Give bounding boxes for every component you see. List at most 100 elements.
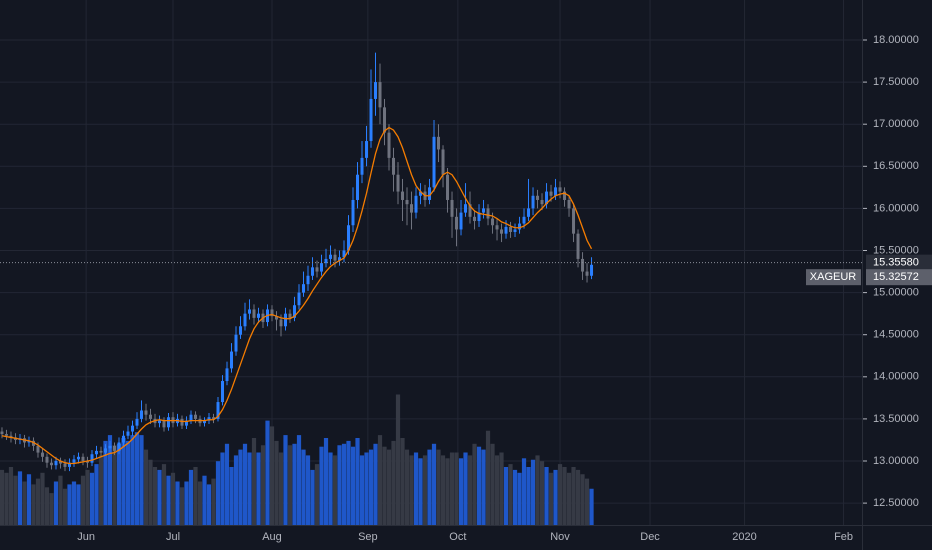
volume-bar [238,449,243,525]
candle-body [148,414,152,419]
volume-bar [404,449,410,525]
candle-body [27,440,31,443]
candle-body [157,420,161,424]
x-tick-label: Jul [166,531,180,543]
volume-bar [53,481,59,525]
volume-bar [4,472,9,525]
volume-bar [346,440,351,525]
overlay-layer [0,126,862,465]
volume-layer [0,394,594,525]
volume-bar [202,475,207,525]
symbol-price: 15.32572 [873,271,919,283]
candle-body [112,445,116,451]
volume-bar [535,455,540,525]
candle-body [329,254,333,259]
candle-body [522,216,526,224]
candle-body [486,208,490,219]
volume-bar [157,469,162,525]
candle-body [495,225,499,230]
candle-body [180,418,184,426]
candle-body [387,132,391,158]
volume-bar [359,455,365,525]
candle-body [473,216,477,222]
volume-bar [220,452,225,525]
candle-body [229,351,233,369]
volume-bar [350,446,356,525]
candle-body [135,418,139,426]
volume-bar [391,440,396,525]
volume-bar [211,478,216,525]
volume-bar [107,435,113,525]
candle-body [585,271,589,276]
candle-body [414,195,418,213]
volume-bar [445,458,450,525]
volume-bar [422,455,428,525]
candle-body [432,136,436,188]
candle-body [459,212,463,230]
candle-body [238,326,242,335]
volume-bar [409,455,414,525]
candle-body [302,284,306,293]
volume-bar [224,443,230,525]
volume-bar [400,438,405,525]
candle-body [383,107,387,133]
volume-bar [26,474,32,525]
volume-bar [553,469,558,525]
volume-bar [526,467,531,525]
volume-bar [13,475,18,525]
volume-bar [490,443,495,525]
volume-bar [584,478,590,525]
candle-body [243,313,247,327]
candle-body [365,141,369,158]
candle-body [410,204,414,213]
volume-bar [35,478,41,525]
volume-bar [8,467,14,525]
volume-bar [71,481,77,525]
volume-bar [94,464,99,525]
volume-bar [166,475,171,525]
x-tick-label: Dec [640,531,660,543]
volume-bar [85,469,90,525]
volume-bar [67,484,72,525]
candle-body [468,204,472,217]
candle-body [184,420,188,426]
volume-bar [89,472,95,525]
candle-body [455,216,459,230]
candle-body [40,452,44,457]
volume-bar [418,458,423,525]
volume-bar [184,481,189,525]
candle-body [297,292,301,306]
symbol-label: XAGEUR [810,271,857,283]
candle-body [572,208,576,234]
candle-body [293,305,297,318]
candle-body [36,445,40,453]
candle-body [311,267,315,276]
volume-bar [589,488,594,525]
candle-body [270,309,274,317]
candle-body [401,191,405,200]
volume-bar [449,452,455,525]
candle-body [333,254,337,261]
x-tick-label: 2020 [732,531,756,543]
candle-body [49,462,53,466]
volume-bar [58,475,63,525]
volume-bar [0,469,5,525]
volume-bar [377,435,383,525]
y-tick-label: 12.50000 [873,497,919,509]
volume-bar [278,452,284,525]
candle-body [279,319,283,327]
volume-bar [251,438,257,525]
candle-body [306,275,310,285]
candle-body [193,414,197,419]
candle-body [144,410,148,415]
y-tick-label: 14.50000 [873,329,919,341]
candle-body [513,229,517,232]
volume-bar [112,445,117,525]
candle-body [207,417,211,421]
y-tick-label: 17.50000 [873,76,919,88]
volume-bar [31,484,36,525]
candle-body [211,417,215,419]
candle-body [590,264,594,276]
volume-bar [512,469,518,525]
volume-bar [175,481,180,525]
